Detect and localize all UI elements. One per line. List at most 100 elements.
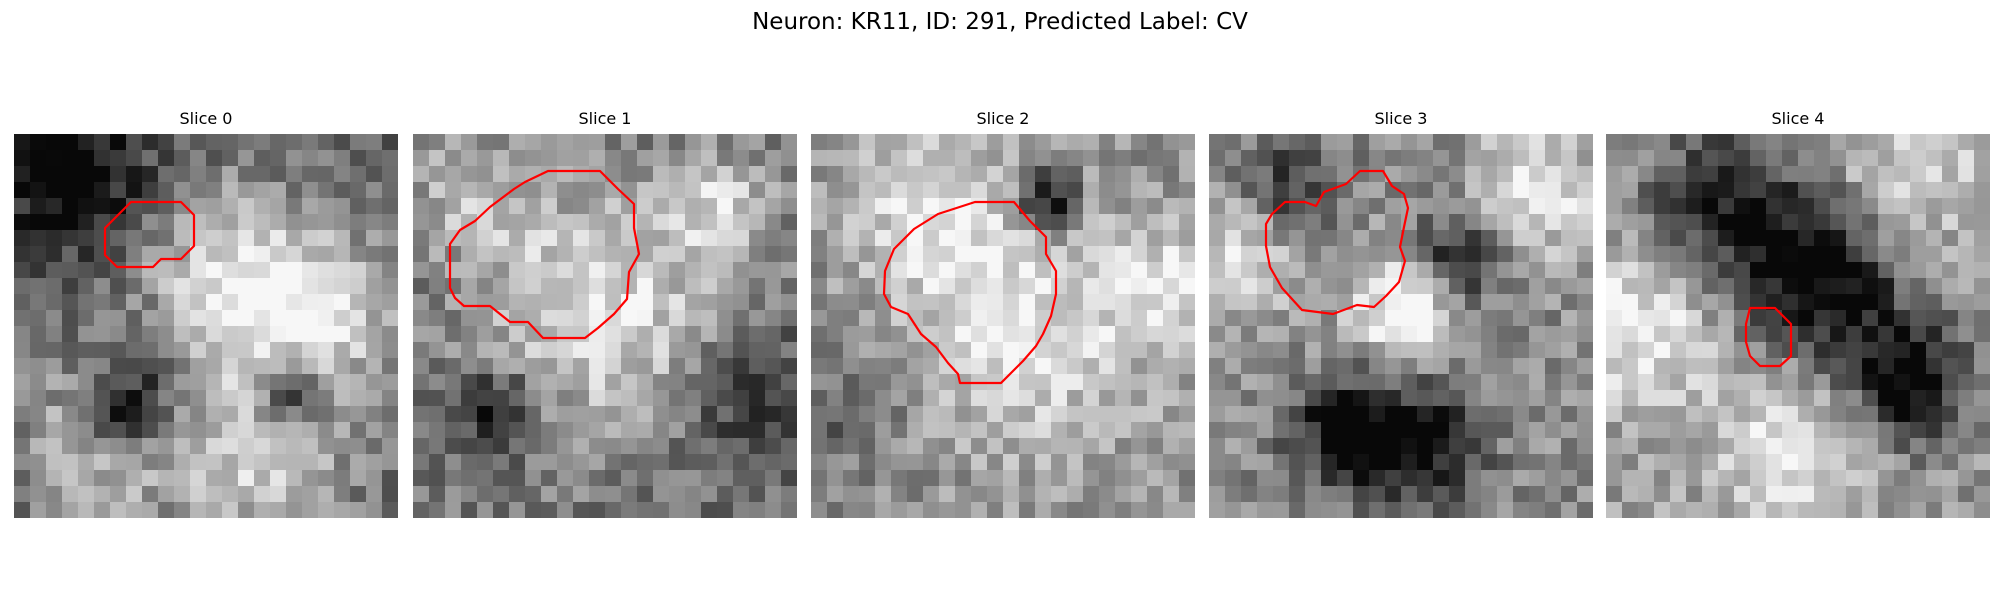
image-pixel	[573, 278, 590, 295]
image-pixel	[1289, 166, 1306, 183]
image-pixel	[1497, 214, 1514, 231]
image-pixel	[525, 182, 542, 199]
image-pixel	[749, 406, 766, 423]
image-pixel	[1003, 150, 1020, 167]
image-pixel	[30, 278, 47, 295]
image-pixel	[493, 438, 510, 455]
image-pixel	[987, 326, 1004, 343]
image-pixel	[1433, 310, 1450, 327]
image-pixel	[971, 134, 988, 151]
image-pixel	[1465, 294, 1482, 311]
image-pixel	[110, 486, 127, 503]
image-pixel	[1417, 406, 1434, 423]
image-pixel	[1638, 166, 1655, 183]
image-pixel	[1449, 198, 1466, 215]
image-pixel	[62, 326, 79, 343]
image-pixel	[557, 406, 574, 423]
image-pixel	[1750, 486, 1767, 503]
image-pixel	[350, 422, 367, 439]
image-pixel	[1926, 246, 1943, 263]
image-pixel	[1147, 342, 1164, 359]
image-pixel	[1131, 214, 1148, 231]
image-pixel	[1846, 342, 1863, 359]
image-pixel	[1449, 358, 1466, 375]
image-pixel	[509, 454, 526, 471]
image-pixel	[859, 342, 876, 359]
image-pixel	[78, 374, 95, 391]
image-pixel	[1257, 406, 1274, 423]
image-pixel	[445, 422, 462, 439]
image-pixel	[1830, 422, 1847, 439]
image-pixel	[1862, 422, 1879, 439]
image-pixel	[1734, 358, 1751, 375]
image-pixel	[987, 358, 1004, 375]
image-pixel	[509, 214, 526, 231]
image-pixel	[1241, 454, 1258, 471]
image-pixel	[1321, 454, 1338, 471]
image-pixel	[1894, 502, 1911, 518]
image-pixel	[1958, 374, 1975, 391]
image-pixel	[541, 326, 558, 343]
image-pixel	[366, 326, 383, 343]
image-pixel	[1035, 134, 1052, 151]
image-pixel	[222, 198, 239, 215]
image-pixel	[1606, 486, 1623, 503]
image-pixel	[46, 358, 63, 375]
image-pixel	[1702, 294, 1719, 311]
image-pixel	[1734, 422, 1751, 439]
image-pixel	[843, 454, 860, 471]
image-pixel	[1257, 310, 1274, 327]
image-pixel	[907, 406, 924, 423]
image-pixel	[669, 278, 686, 295]
image-pixel	[637, 358, 654, 375]
image-pixel	[1369, 486, 1386, 503]
image-pixel	[541, 502, 558, 518]
image-pixel	[1766, 198, 1783, 215]
image-pixel	[1497, 326, 1514, 343]
image-pixel	[94, 438, 111, 455]
image-pixel	[1670, 278, 1687, 295]
image-pixel	[366, 374, 383, 391]
image-pixel	[1798, 406, 1815, 423]
image-pixel	[14, 470, 31, 487]
image-pixel	[827, 374, 844, 391]
image-pixel	[843, 246, 860, 263]
image-pixel	[1577, 406, 1593, 423]
image-pixel	[238, 454, 255, 471]
image-pixel	[1051, 246, 1068, 263]
image-pixel	[1654, 438, 1671, 455]
image-pixel	[859, 310, 876, 327]
image-pixel	[350, 134, 367, 151]
image-pixel	[1067, 294, 1084, 311]
image-pixel	[1974, 422, 1990, 439]
image-pixel	[1766, 246, 1783, 263]
image-pixel	[1401, 262, 1418, 279]
image-pixel	[685, 470, 702, 487]
image-pixel	[1606, 262, 1623, 279]
image-pixel	[1718, 150, 1735, 167]
image-pixel	[1003, 406, 1020, 423]
image-pixel	[1750, 470, 1767, 487]
image-pixel	[1894, 454, 1911, 471]
image-pixel	[827, 502, 844, 518]
image-pixel	[1099, 150, 1116, 167]
image-pixel	[493, 326, 510, 343]
image-pixel	[1179, 486, 1195, 503]
image-pixel	[1846, 294, 1863, 311]
image-pixel	[1830, 134, 1847, 151]
image-pixel	[1958, 502, 1975, 518]
image-pixel	[573, 182, 590, 199]
image-pixel	[1003, 262, 1020, 279]
image-pixel	[1353, 198, 1370, 215]
image-pixel	[987, 406, 1004, 423]
image-pixel	[1417, 166, 1434, 183]
image-pixel	[891, 262, 908, 279]
image-pixel	[605, 134, 622, 151]
image-pixel	[733, 278, 750, 295]
image-pixel	[1433, 294, 1450, 311]
image-pixel	[270, 198, 287, 215]
image-pixel	[875, 454, 892, 471]
image-pixel	[605, 310, 622, 327]
image-pixel	[190, 422, 207, 439]
image-pixel	[445, 390, 462, 407]
